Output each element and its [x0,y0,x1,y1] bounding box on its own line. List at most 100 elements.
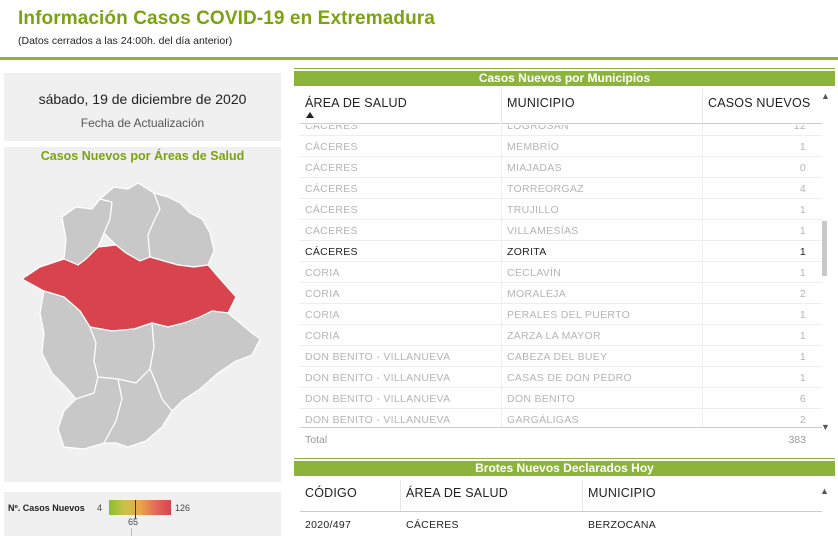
legend-divider [131,528,132,536]
column-separator [702,199,703,220]
cell-municipio: MEMBRÍO [507,141,560,153]
column-separator [702,125,703,136]
scrollbar-thumb[interactable] [822,221,827,276]
brotes-table: CÓDIGO ÁREA DE SALUD MUNICIPIO 2020/497 … [300,478,822,536]
cell-casos: 1 [799,141,806,153]
cell-municipio: DON BENITO [507,393,576,405]
table-row[interactable]: CORIA ZARZA LA MAYOR 1 [300,325,822,346]
map-title: Casos Nuevos por Áreas de Salud [40,149,245,163]
column-separator [702,178,703,199]
health-areas-map-card: Casos Nuevos por Áreas de Salud [4,147,281,482]
table-row[interactable]: DON BENITO - VILLANUEVA DON BENITO 6 [300,388,822,409]
column-separator [702,262,703,283]
municipios-panel-top-rule [294,68,835,69]
column-header-area[interactable]: ÁREA DE SALUD [300,87,500,124]
table-row[interactable]: CORIA CECLAVÍN 1 [300,262,822,283]
column-separator [501,283,502,304]
cell-municipio: MORALEJA [507,288,566,300]
update-date-caption: Fecha de Actualización [80,116,205,130]
table-row[interactable]: CÁCERES LOGROSÁN 12 [300,125,822,136]
cell-area: CÁCERES [305,246,358,258]
column-separator [501,125,502,136]
cell-casos: 1 [799,351,806,363]
column-separator [702,283,703,304]
table-row[interactable]: CÁCERES MEMBRÍO 1 [300,136,822,157]
cell-municipio: CABEZA DEL BUEY [507,351,608,363]
cell-area: DON BENITO - VILLANUEVA [305,414,451,426]
cell-area: CÁCERES [305,204,358,216]
table-row[interactable]: CÁCERES MIAJADAS 0 [300,157,822,178]
cell-casos: 2 [799,414,806,426]
table-total-row: Total 383 [300,427,822,450]
map-area-navalmoral[interactable] [147,192,215,268]
cell-casos: 2 [799,288,806,300]
column-separator [582,480,583,512]
scroll-down-icon[interactable]: ▼ [821,422,830,432]
column-separator [501,136,502,157]
column-header-casos[interactable]: CASOS NUEVOS [702,87,822,124]
page-subtitle: (Datos cerrados a las 24:00h. del día an… [18,35,233,47]
extremadura-map[interactable] [4,147,281,482]
column-separator [501,89,502,124]
table-row[interactable]: DON BENITO - VILLANUEVA CABEZA DEL BUEY 1 [300,346,822,367]
cell-area: DON BENITO - VILLANUEVA [305,393,451,405]
table-row[interactable]: CORIA MORALEJA 2 [300,283,822,304]
column-separator [702,346,703,367]
cell-municipio: GARGÁLIGAS [507,414,579,426]
cell-municipio: TRUJILLO [507,204,559,216]
municipios-table: ÁREA DE SALUD MUNICIPIO CASOS NUEVOS CÁC… [300,87,822,450]
legend-min-value: 4 [97,503,103,513]
municipios-scrollbar[interactable]: ▲ ▼ [820,91,830,437]
column-separator [702,304,703,325]
map-area-llerena[interactable] [103,368,173,448]
update-date: sábado, 19 de diciembre de 2020 [38,91,247,107]
cell-area: CORIA [305,288,340,300]
legend-gradient-bar [109,500,171,515]
table-row[interactable]: DON BENITO - VILLANUEVA CASAS DE DON PEDR… [300,367,822,388]
total-label: Total [305,434,328,446]
column-separator [501,178,502,199]
page-header: Información Casos COVID-19 en Extremadur… [0,0,838,60]
cell-municipio: ZORITA [507,246,547,258]
brote-row[interactable]: 2020/497 CÁCERES BERZOCANA [300,514,822,535]
brote-municipio: BERZOCANA [588,519,657,531]
brote-codigo: 2020/497 [305,519,352,531]
brotes-panel-top-rule [294,458,835,459]
table-row[interactable]: CÁCERES TRUJILLO 1 [300,199,822,220]
column-separator [702,409,703,427]
column-separator [501,346,502,367]
legend-mid-tick [135,500,136,519]
table-row[interactable]: CORIA PERALES DEL PUERTO 1 [300,304,822,325]
column-header-codigo[interactable]: CÓDIGO [300,478,400,512]
scroll-up-icon[interactable]: ▲ [821,91,830,101]
cell-casos: 12 [793,125,806,132]
table-row[interactable]: DON BENITO - VILLANUEVA GARGÁLIGAS 2 [300,409,822,427]
table-row[interactable]: CÁCERES TORREORGAZ 4 [300,178,822,199]
cell-area: CÁCERES [305,141,358,153]
column-separator [702,388,703,409]
column-separator [702,325,703,346]
brote-area: CÁCERES [406,519,459,531]
cell-municipio: PERALES DEL PUERTO [507,309,631,321]
column-separator [501,388,502,409]
column-header-municipio[interactable]: MUNICIPIO [582,478,822,512]
cell-municipio: MIAJADAS [507,162,562,174]
municipios-panel-title: Casos Nuevos por Municipios [294,71,835,86]
table-row[interactable]: CÁCERES ZORITA 1 [300,241,822,262]
page-title: Información Casos COVID-19 en Extremadur… [18,8,435,29]
column-separator [702,89,703,124]
column-header-area[interactable]: ÁREA DE SALUD [400,478,582,512]
brotes-scroll-up-icon[interactable]: ▲ [820,486,829,496]
column-separator [702,157,703,178]
cell-casos: 1 [799,372,806,384]
column-header-municipio[interactable]: MUNICIPIO [501,87,702,124]
cell-casos: 1 [799,330,806,342]
column-separator [501,220,502,241]
municipios-rows[interactable]: CÁCERES LOGROSÁN 12 CÁCERES MEMBRÍO 1 CÁCERES M… [300,125,822,427]
table-row[interactable]: CÁCERES VILLAMESÍAS 1 [300,220,822,241]
sort-ascending-icon [306,112,314,118]
map-legend: Nº. Casos Nuevos 4 65 126 [4,492,281,536]
cell-municipio: TORREORGAZ [507,183,584,195]
cell-casos: 1 [799,225,806,237]
column-separator [501,199,502,220]
